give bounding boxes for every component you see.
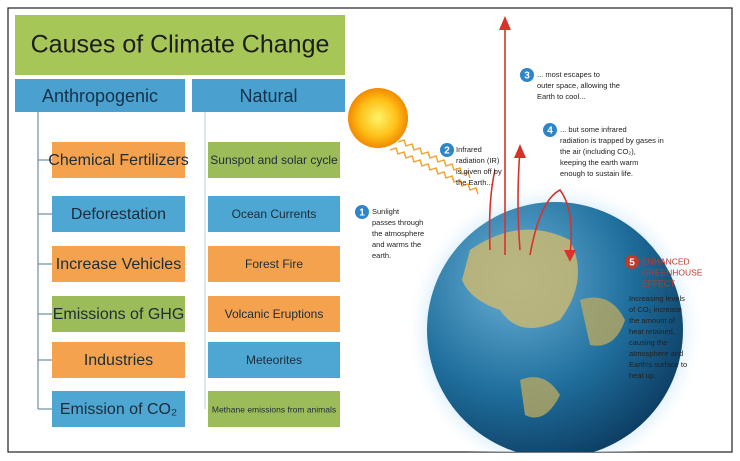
step-text: the air (including CO₂), [560, 147, 636, 156]
step-number: 5 [629, 258, 635, 269]
step-text: earth. [372, 251, 391, 260]
cause-box [208, 246, 340, 282]
step-text: enough to sustain life. [560, 169, 633, 178]
arrowhead [499, 16, 511, 30]
land [580, 297, 625, 346]
cause-box [208, 342, 340, 378]
greenhouse-illustration [348, 16, 705, 452]
step-text: heat retained, [629, 327, 675, 336]
title-box [15, 15, 345, 75]
column-header-box [192, 79, 345, 112]
land [462, 229, 578, 328]
cause-box [52, 196, 185, 232]
cause-box [208, 142, 340, 178]
column-header-box [15, 79, 185, 112]
cause: Deforestation [71, 206, 166, 223]
sun [348, 88, 408, 148]
cause-box [52, 142, 185, 178]
cause-box [208, 296, 340, 332]
cause: Emission of CO₂ [60, 401, 177, 418]
step-text: atmosphere and [629, 349, 683, 358]
step-text: ... but some infrared [560, 125, 627, 134]
step-badge [355, 205, 369, 219]
sunlight-ray [397, 139, 471, 179]
cause-box [208, 391, 340, 427]
step-text: Infrared [456, 145, 482, 154]
sunlight-ray [389, 147, 479, 195]
step-text: of CO₂ increase [629, 305, 682, 314]
step-text: is given off by [456, 167, 502, 176]
step-text: causing the [629, 338, 667, 347]
step-number: 1 [359, 208, 365, 219]
arrowhead [564, 250, 576, 262]
step-text: the amount of [629, 316, 676, 325]
cause: Industries [84, 352, 153, 369]
step-number: 4 [547, 126, 553, 137]
title: Causes of Climate Change [31, 31, 330, 59]
trapped-arrow [529, 188, 573, 256]
step-text: Increasing levels [629, 294, 685, 303]
step-number: 2 [444, 146, 450, 157]
cause-box [52, 342, 185, 378]
step-text: heat up. [629, 371, 656, 380]
cause: Emissions of GHG [53, 306, 185, 323]
cause: Ocean Currents [232, 207, 317, 221]
cause: Methane emissions from animals [212, 404, 336, 414]
ir-arrow [517, 149, 521, 251]
step-badge [520, 68, 534, 82]
cause: Sunspot and solar cycle [210, 153, 338, 167]
step-text: Sunlight [372, 207, 400, 216]
column-header: Natural [239, 86, 297, 106]
columns: Anthropogenic Chemical Fertilizers Defores… [15, 79, 345, 427]
cause-box [52, 246, 185, 282]
cause: Meteorites [246, 353, 302, 367]
step-badge [440, 143, 454, 157]
step-text: the atmosphere [372, 229, 424, 238]
cause: Forest Fire [245, 257, 303, 271]
column-header: Anthropogenic [42, 86, 158, 106]
step-number: 3 [524, 71, 530, 82]
step-text: passes through [372, 218, 423, 227]
step-text: Earth to cool... [537, 92, 585, 101]
land [520, 377, 560, 418]
arrowhead [514, 144, 526, 158]
steps: 1 Sunlight passes through the atmosphere and… [355, 68, 703, 380]
step-badge [543, 123, 557, 137]
step-text: ... most escapes to [537, 70, 600, 79]
cause: Chemical Fertilizers [48, 152, 188, 169]
cause: Volcanic Eruptions [225, 307, 324, 321]
cause-box [208, 196, 340, 232]
step-heading: EFFECT [642, 278, 675, 288]
step-heading: GREENHOUSE [642, 267, 703, 277]
step-badge [625, 255, 639, 269]
step-text: keeping the earth warm [560, 158, 638, 167]
cause-box [52, 391, 185, 427]
step-text: and warms the [372, 240, 421, 249]
step-text: the Earth... [456, 178, 493, 187]
step-text: Earth's surface to [629, 360, 687, 369]
step-text: radiation is trapped by gases in [560, 136, 664, 145]
cause-box [52, 296, 185, 332]
step-text: outer space, allowing the [537, 81, 620, 90]
cause: Increase Vehicles [56, 256, 181, 273]
ir-arrow [488, 169, 496, 251]
step-heading: ENHANCED [642, 256, 690, 266]
step-text: radiation (IR) [456, 156, 500, 165]
